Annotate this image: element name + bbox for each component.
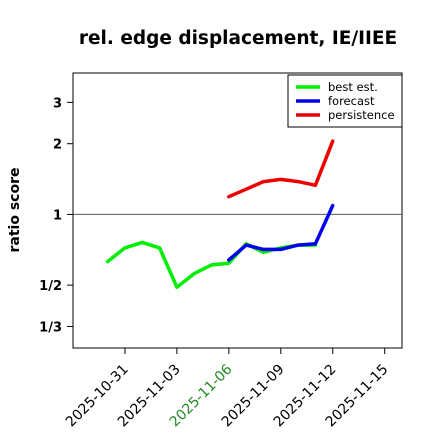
legend-label: persistence bbox=[328, 108, 395, 122]
plot-frame bbox=[72, 72, 403, 349]
y-tick-label: 3 bbox=[53, 96, 62, 111]
legend-label: forecast bbox=[328, 94, 375, 108]
y-tick-label: 1/3 bbox=[39, 321, 62, 336]
series-lines bbox=[105, 139, 335, 289]
chart-title: rel. edge displacement, IE/IIEE bbox=[79, 28, 397, 49]
series-line-persistence bbox=[227, 139, 335, 199]
legend-label: best est. bbox=[328, 80, 378, 94]
y-tick-label: 2 bbox=[53, 138, 62, 153]
y-tick-label: 1 bbox=[53, 208, 62, 223]
series-line-forecast bbox=[227, 203, 335, 262]
y-axis-label: ratio score bbox=[7, 168, 23, 253]
y-tick-label: 1/2 bbox=[39, 279, 62, 294]
